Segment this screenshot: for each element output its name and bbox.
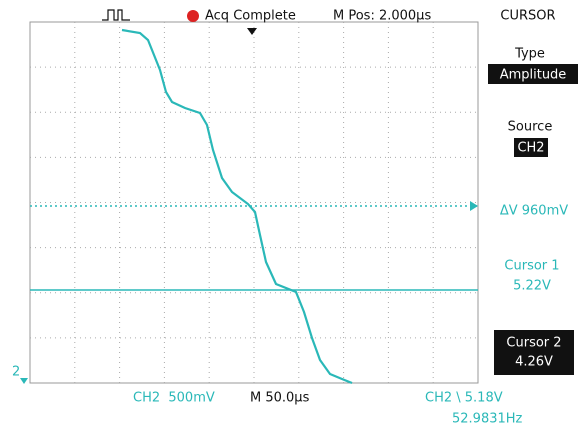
acq-indicator [187,10,199,22]
channel-marker: 2 [12,365,20,380]
type-value: Amplitude [500,68,567,83]
graticule [30,22,478,383]
cursor2-label: Cursor 2 [506,336,561,351]
source-value: CH2 [517,141,544,156]
trigger-position-arrow [247,28,257,35]
waveform [121,28,353,385]
trigger-level: CH2 \ 5.18V [425,391,503,406]
time-scale: M 50.0µs [250,391,310,406]
type-label: Type [514,47,545,62]
trigger-icon [102,9,130,21]
position: M Pos: 2.000µs [333,9,431,24]
frequency: 52.9831Hz [452,412,523,427]
channel-scale: CH2 500mV [133,391,215,406]
cursor2-box [494,330,574,375]
cursor1-label: Cursor 1 [504,259,559,274]
channel-marker-arrow [20,378,28,384]
menu-title: CURSOR [500,9,555,24]
acq-status: Acq Complete [205,9,296,24]
delta-value: ΔV 960mV [500,204,568,219]
source-value-box [514,138,548,157]
cursor-marker [470,201,478,211]
cursor2-value: 4.26V [515,355,553,370]
cursor1-value: 5.22V [513,279,551,294]
source-label: Source [508,120,553,135]
type-value-box [488,64,578,84]
